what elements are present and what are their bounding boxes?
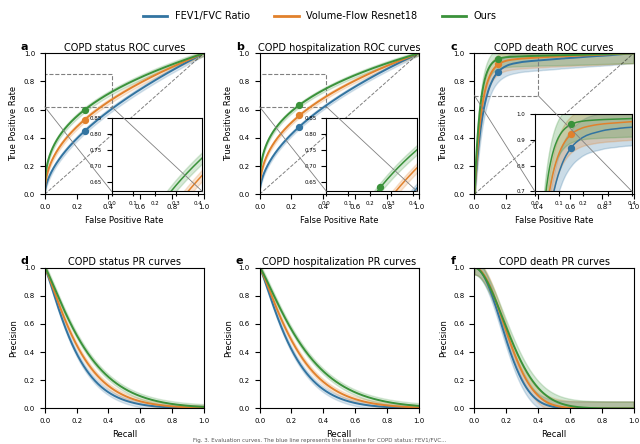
Text: f: f [451, 256, 456, 266]
Point [493, 56, 504, 63]
Point [294, 123, 305, 130]
Point [294, 102, 305, 109]
Y-axis label: True Positive Rate: True Positive Rate [439, 86, 448, 161]
X-axis label: Recall: Recall [541, 430, 566, 439]
Y-axis label: Precision: Precision [439, 319, 448, 357]
Title: COPD status PR curves: COPD status PR curves [68, 257, 181, 267]
Bar [474, 53, 538, 95]
Point [79, 127, 90, 135]
Y-axis label: Precision: Precision [9, 319, 19, 357]
Legend: FEV1/FVC Ratio, Volume-Flow Resnet18, Ours: FEV1/FVC Ratio, Volume-Flow Resnet18, Ou… [139, 7, 501, 25]
Title: COPD hospitalization PR curves: COPD hospitalization PR curves [262, 257, 416, 267]
Y-axis label: True Positive Rate: True Positive Rate [224, 86, 233, 161]
Bar [260, 75, 326, 107]
X-axis label: False Positive Rate: False Positive Rate [85, 215, 164, 225]
Bar [45, 75, 111, 107]
X-axis label: False Positive Rate: False Positive Rate [515, 215, 593, 225]
Point [79, 106, 90, 113]
Text: b: b [236, 42, 244, 52]
X-axis label: Recall: Recall [112, 430, 137, 439]
Point [294, 112, 305, 119]
Text: e: e [236, 256, 243, 266]
Y-axis label: Precision: Precision [224, 319, 233, 357]
Point [493, 61, 504, 68]
Text: Fig. 3. Evaluation curves. The blue line represents the baseline for COPD status: Fig. 3. Evaluation curves. The blue line… [193, 438, 447, 443]
Point [493, 68, 504, 75]
Title: COPD death ROC curves: COPD death ROC curves [494, 43, 614, 52]
Title: COPD status ROC curves: COPD status ROC curves [64, 43, 185, 52]
X-axis label: False Positive Rate: False Positive Rate [300, 215, 378, 225]
Text: c: c [451, 42, 457, 52]
X-axis label: Recall: Recall [326, 430, 352, 439]
Title: COPD hospitalization ROC curves: COPD hospitalization ROC curves [258, 43, 420, 52]
Y-axis label: True Positive Rate: True Positive Rate [9, 86, 19, 161]
Text: d: d [21, 256, 29, 266]
Point [79, 116, 90, 123]
Title: COPD death PR curves: COPD death PR curves [499, 257, 609, 267]
Text: a: a [21, 42, 28, 52]
